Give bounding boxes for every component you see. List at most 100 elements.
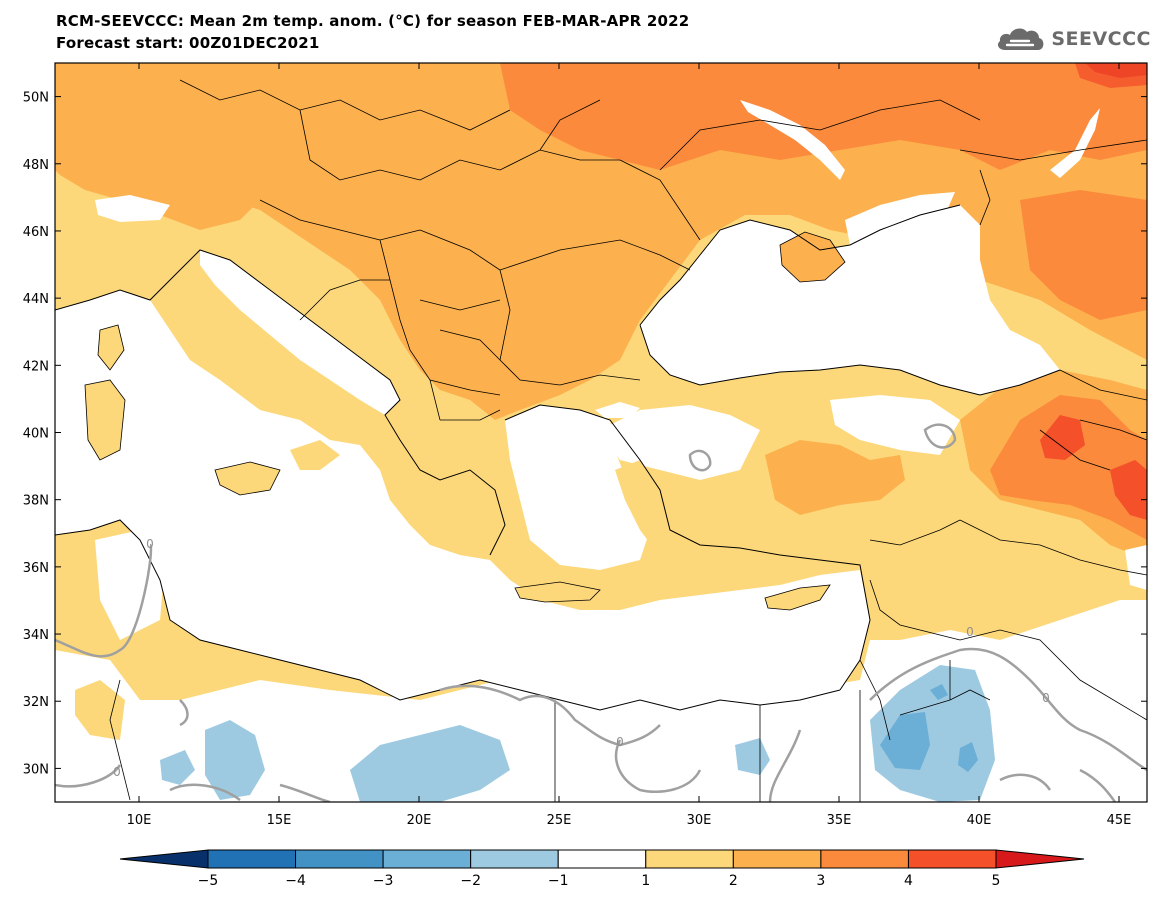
lat-tick-label: 34N [23, 628, 49, 643]
lon-tick-label: 10E [127, 813, 152, 828]
coastline-north-africa [55, 519, 841, 711]
anomaly-1-2-libya [75, 680, 125, 740]
black-sea [640, 205, 1060, 395]
aegean-sea [505, 405, 650, 570]
sea-of-azov [845, 192, 955, 245]
colorbar-extend-high [995, 849, 1085, 869]
anomaly-neg-1-2-egypt [735, 738, 770, 775]
colorbar-box [557, 849, 647, 869]
italy-heel [290, 440, 340, 470]
lon-tick-label: 35E [827, 813, 852, 828]
anomaly-3-4-ukraine [500, 63, 1147, 170]
crete [515, 582, 600, 602]
islands-outline [84, 231, 846, 611]
colorbar-extend-low [119, 849, 209, 869]
lat-tick-label: 44N [23, 292, 49, 307]
lat-tick-label: 42N [23, 359, 49, 374]
colorbar-box [207, 849, 297, 869]
lon-tick-label: 30E [687, 813, 712, 828]
anomaly-4-5-azerbaijan [1110, 460, 1147, 520]
cyprus [765, 585, 830, 610]
map-plot-area [55, 63, 1147, 802]
anomaly-neg-1-2-tunisia [205, 720, 265, 800]
lat-tick-label: 36N [23, 561, 49, 576]
colorbar-box [382, 849, 472, 869]
forecast-start-label: Forecast start: 00Z01DEC2021 [56, 34, 320, 52]
adriatic-sea [200, 250, 400, 415]
contour-zero-label: 0 [146, 537, 154, 551]
river-dnieper-streak [740, 100, 845, 180]
zero-contour-north-africa [55, 543, 1147, 802]
zero-contour-anatolia [688, 423, 957, 472]
colorbar-tick-label: 2 [729, 873, 738, 889]
contour-zero-label: 0 [616, 735, 624, 749]
anomaly-neg-2-3-arabia [880, 712, 930, 770]
lon-tick-label: 45E [1107, 813, 1132, 828]
contour-zero-label: 0 [113, 765, 121, 779]
latitude-axis: 50N 48N 46N 44N 42N 40N 38N 36N 34N 32N 30N [23, 91, 1147, 777]
colorbar-box [295, 849, 384, 869]
lon-tick-label: 20E [407, 813, 432, 828]
anomaly-4-5-armenia [1040, 415, 1085, 460]
anomaly-neg-2-3-jordan [930, 684, 948, 700]
lat-tick-label: 32N [23, 695, 49, 710]
colorbar-tick-label: 1 [641, 873, 650, 889]
lon-tick-label: 25E [547, 813, 572, 828]
lat-tick-label: 48N [23, 158, 49, 173]
tyrrhenian-italy-gap [165, 280, 380, 440]
anomaly-3-4-russia [1020, 190, 1147, 320]
colorbar-box [820, 849, 909, 869]
country-borders [109, 79, 1147, 802]
colorbar-tick-label: −1 [548, 873, 569, 889]
colorbar-tick-label: −2 [460, 873, 481, 889]
anomaly-2-3-europe [55, 63, 1147, 420]
map-title: RCM-SEEVCCC: Mean 2m temp. anom. (°C) fo… [56, 12, 690, 30]
longitude-axis: 10E 15E 20E 25E 30E 35E 40E 45E [127, 63, 1132, 828]
anomaly-3-4-caucasus [990, 395, 1147, 540]
contour-zero-label: 0 [1042, 691, 1050, 705]
anomaly-neg-2-3-arabia-small [958, 742, 978, 772]
colorbar-box [907, 849, 997, 869]
lat-tick-label: 30N [23, 762, 49, 777]
anomaly-2-3-alps [55, 63, 270, 230]
colorbar-tick-label: −5 [198, 873, 219, 889]
cloud-logo-icon [998, 28, 1044, 50]
lat-tick-label: 38N [23, 494, 49, 509]
caspian-edge [1125, 545, 1147, 590]
anomaly-neg-1-2-libya [350, 725, 510, 802]
greece-peloponnese [440, 470, 505, 555]
seevccc-logo: SEEVCCC [995, 22, 1151, 56]
logo-text: SEEVCCC [1051, 28, 1151, 50]
colorbar-tick-label: 3 [816, 873, 825, 889]
borders-layer [55, 79, 1147, 802]
anatolia-west-coast [615, 460, 670, 550]
river-don-streak [1050, 108, 1100, 178]
anomaly-neg-1-2-libya-west [160, 750, 195, 785]
colorbar-tick-label: −4 [285, 873, 306, 889]
contour-zero-label: 0 [966, 625, 974, 639]
anomaly-neutral-alps-west [95, 195, 170, 222]
colorbar-tick-label: −3 [373, 873, 394, 889]
crimea [780, 232, 845, 282]
lat-tick-label: 40N [23, 427, 49, 442]
anomaly-4-5-russia [1075, 63, 1147, 88]
lon-tick-label: 15E [267, 813, 292, 828]
colorbar-tick-label: 4 [904, 873, 913, 889]
anomaly-neutral-tunisia [95, 530, 165, 640]
mediterranean-sea [55, 290, 870, 710]
colorbar: −5 −4 −3 −2 −1 1 2 3 4 5 [119, 849, 1085, 889]
anomaly-2-3-turkey [765, 440, 905, 515]
colorbar-tick-label: 5 [992, 873, 1001, 889]
anomaly-neutral-anatolia-east [830, 395, 960, 455]
colorbar-box [732, 849, 822, 869]
coastline-europe [55, 204, 1061, 691]
colorbar-box [645, 849, 734, 869]
sardinia [85, 380, 125, 460]
anomaly-1-2-algeria [55, 540, 95, 640]
lat-tick-label: 50N [23, 91, 49, 106]
lat-tick-label: 46N [23, 225, 49, 240]
sicily [215, 462, 280, 495]
zero-contours [55, 423, 1147, 802]
colorbar-box [470, 849, 559, 869]
